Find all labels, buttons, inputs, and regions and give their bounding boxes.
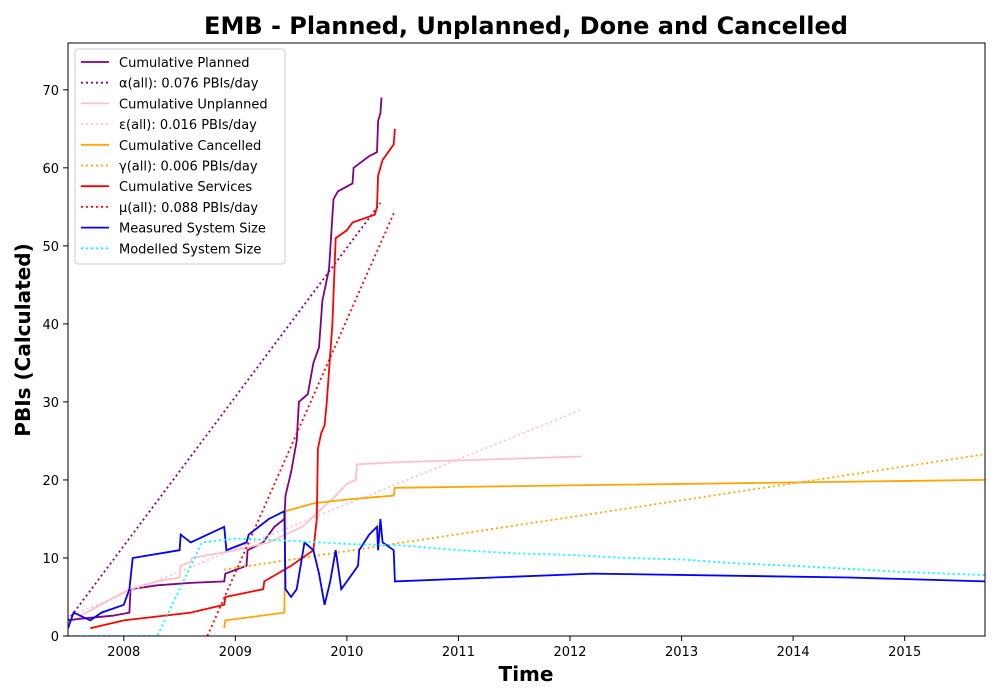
series-line-9: [68, 509, 985, 629]
x-axis-label: Time: [499, 662, 554, 686]
series-line-3: [78, 455, 582, 618]
series-line-1: [68, 97, 383, 622]
y-axis-label: PBIs (Calculated): [11, 243, 35, 436]
legend-entry: α(all): 0.076 PBIs/day: [119, 77, 259, 92]
legend-box: [74, 48, 286, 265]
x-tick-label: 2014: [777, 645, 810, 660]
y-tick-label: 70: [42, 84, 59, 99]
plot-frame: [67, 42, 986, 637]
x-tick-label: 2011: [442, 645, 475, 660]
x-tick-label: 2012: [553, 645, 586, 660]
x-tick-label: 2008: [107, 645, 140, 660]
x-tick-label: 2010: [330, 645, 363, 660]
series-line-2: [68, 202, 382, 621]
series-layer: [68, 97, 985, 636]
chart-title: EMB - Planned, Unplanned, Done and Cance…: [204, 12, 848, 40]
x-tick-label: 2013: [665, 645, 698, 660]
legend-entry: Cumulative Cancelled: [119, 139, 261, 154]
legend: Cumulative Planned α(all): 0.076 PBIs/day…: [74, 48, 286, 265]
legend-entry: γ(all): 0.006 PBIs/day: [119, 160, 258, 175]
series-line-8: [206, 210, 396, 636]
y-tick-label: 20: [42, 474, 59, 489]
series-line-7: [90, 128, 396, 630]
series-line-4: [68, 408, 582, 618]
legend-entry: Cumulative Services: [119, 180, 252, 195]
series-line-6: [224, 453, 985, 571]
y-tick-label: 60: [42, 162, 59, 177]
legend-entry: ε(all): 0.016 PBIs/day: [119, 118, 257, 133]
x-tick-label: 2015: [888, 645, 921, 660]
legend-entry: Modelled System Size: [119, 242, 261, 257]
legend-entry: Measured System Size: [119, 222, 266, 237]
y-tick-label: 40: [42, 318, 59, 333]
y-tick-label: 50: [42, 240, 59, 255]
legend-entry: Cumulative Planned: [119, 56, 249, 71]
series-line-5: [223, 479, 985, 629]
y-tick-label: 0: [51, 630, 59, 645]
legend-entry: μ(all): 0.088 PBIs/day: [119, 201, 258, 216]
y-tick-label: 10: [42, 552, 59, 567]
x-tick-label: 2009: [219, 645, 252, 660]
tick-layer: 2008 2009 2010 2011 2012 2013 2014 2015 0 10 20 30 4…: [42, 84, 921, 660]
series-line-10: [68, 537, 985, 636]
y-tick-label: 30: [42, 396, 59, 411]
legend-entry: Cumulative Unplanned: [119, 97, 268, 112]
